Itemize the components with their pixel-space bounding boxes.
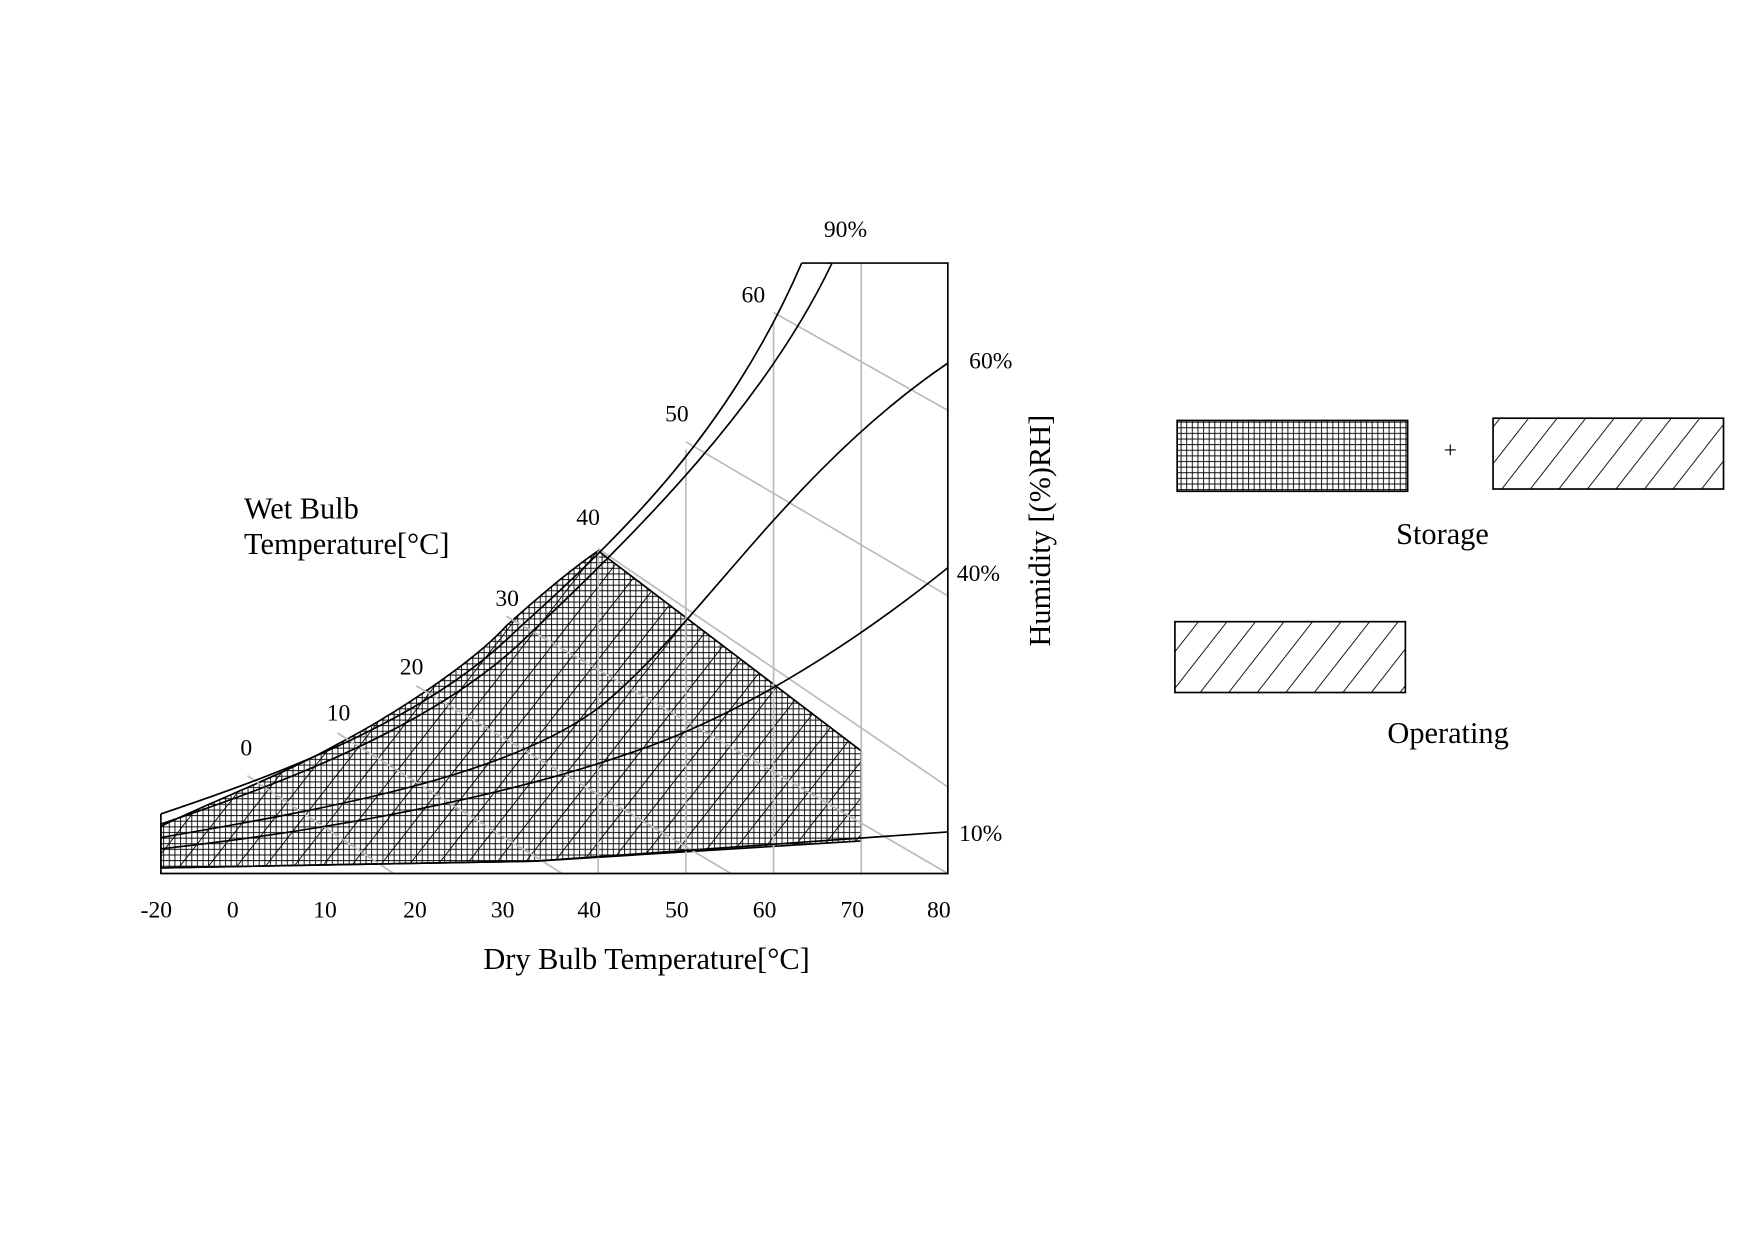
- wet-bulb-tick: 50: [665, 402, 689, 428]
- legend: + Storage Operating: [1174, 417, 1725, 750]
- x-tick-label: 40: [577, 897, 601, 923]
- legend-label: Operating: [1387, 716, 1508, 750]
- wet-bulb-tick: 20: [400, 655, 424, 681]
- y-axis-label: Humidity [(%)RH]: [1023, 415, 1057, 647]
- rh-label: 90%: [824, 217, 867, 243]
- x-tick-label: 80: [927, 897, 951, 923]
- legend-plus: +: [1444, 438, 1457, 464]
- legend-swatch-diag: [1492, 417, 1725, 490]
- rh-label: 60%: [969, 349, 1012, 375]
- wet-bulb-tick: 40: [576, 505, 600, 531]
- legend-swatch-cross: [1176, 419, 1409, 493]
- x-tick-label: 0: [227, 897, 239, 923]
- wet-bulb-ticks: 0 10 20 30 40 50 60: [240, 282, 765, 761]
- wet-bulb-tick: 60: [742, 282, 766, 308]
- legend-label: Storage: [1396, 517, 1489, 551]
- x-tick-label: 10: [313, 897, 337, 923]
- wet-bulb-label: Wet Bulb: [244, 491, 359, 525]
- x-axis-label: Dry Bulb Temperature[°C]: [483, 942, 809, 976]
- legend-swatch-diag: [1174, 620, 1407, 694]
- wet-bulb-tick: 0: [240, 735, 252, 761]
- x-tick-label: 50: [665, 897, 689, 923]
- x-tick-label: 60: [753, 897, 777, 923]
- grid: [246, 263, 949, 875]
- wet-bulb-label: Temperature[°C]: [244, 527, 449, 561]
- x-ticks: -20 0 10 20 30 40 50 60 70 80: [141, 897, 951, 923]
- x-tick-label: 70: [840, 897, 864, 923]
- x-tick-label: 30: [491, 897, 515, 923]
- x-tick-label: -20: [141, 897, 172, 923]
- wet-bulb-tick: 10: [327, 701, 351, 727]
- x-tick-label: 20: [403, 897, 427, 923]
- rh-label: 40%: [957, 561, 1000, 587]
- rh-label: 10%: [959, 821, 1002, 847]
- wet-bulb-tick: 30: [495, 586, 519, 612]
- curves: [160, 262, 949, 875]
